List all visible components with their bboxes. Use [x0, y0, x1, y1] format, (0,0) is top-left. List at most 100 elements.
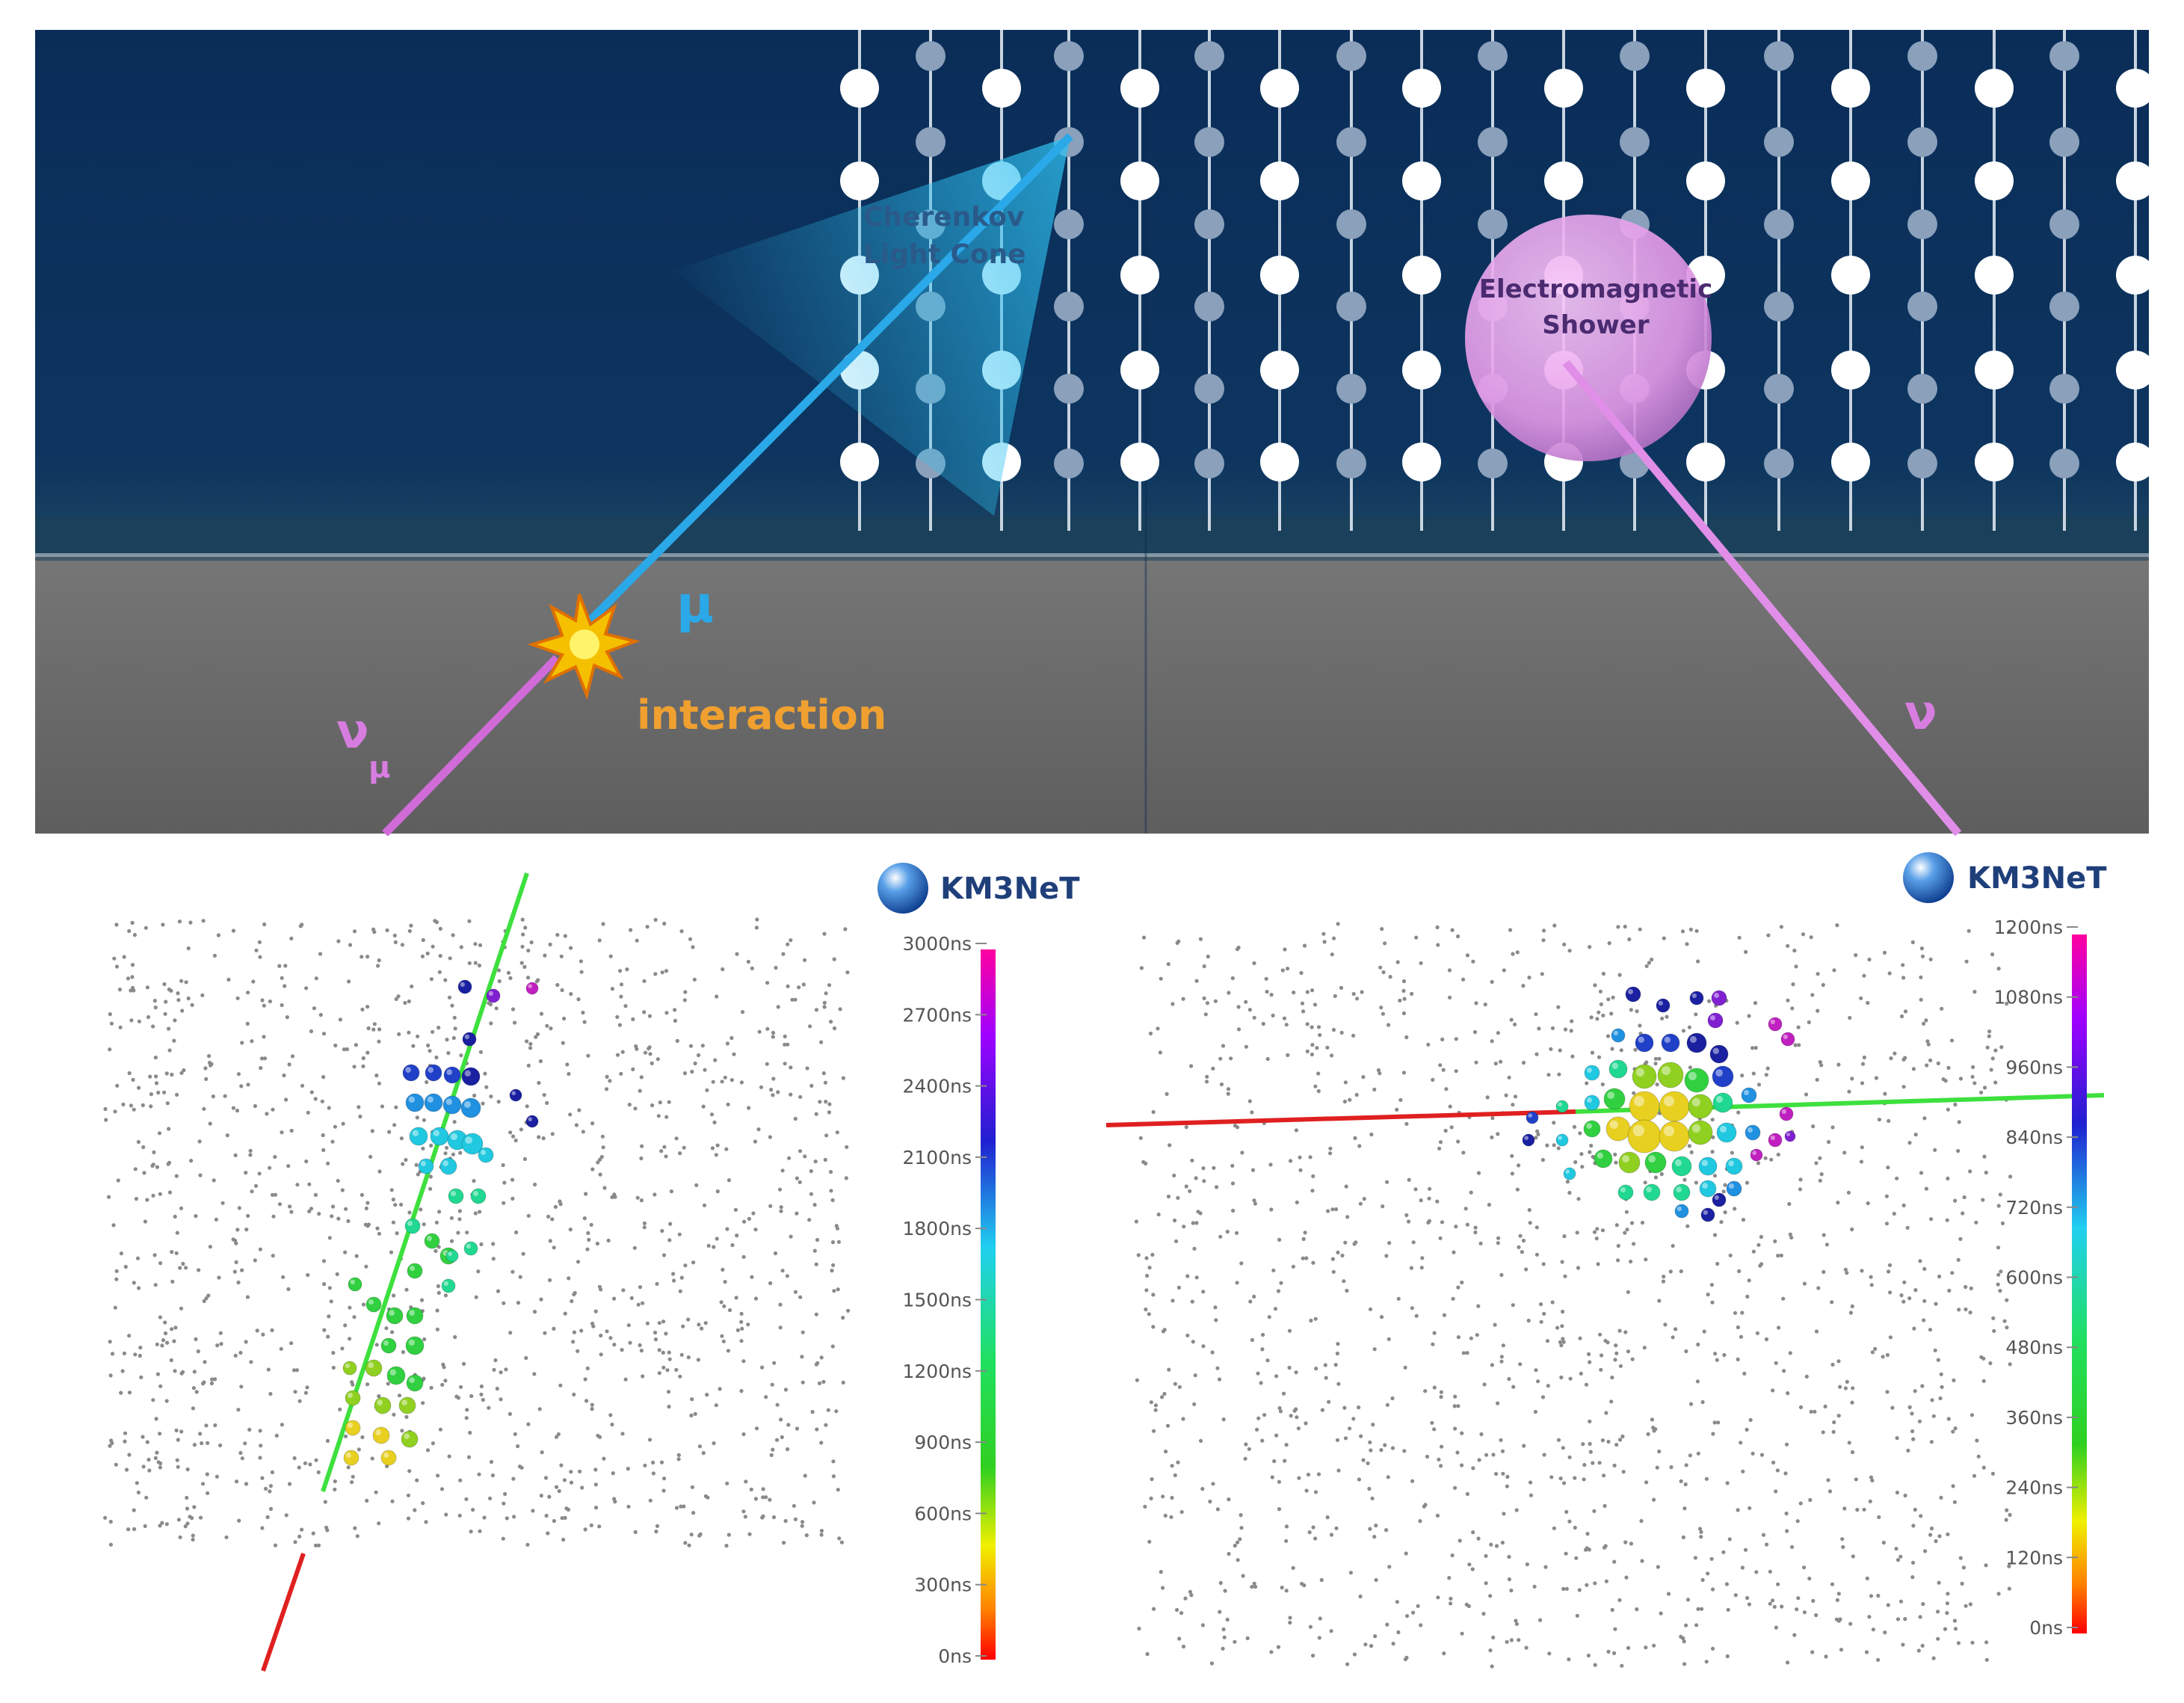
dom-dot — [1509, 1588, 1514, 1593]
dom-dot — [1447, 1576, 1452, 1580]
left-logo-text: KM3NeT — [940, 872, 1080, 906]
dom-dot — [449, 1239, 454, 1243]
dom-dot — [1336, 1250, 1340, 1254]
hit-highlight — [1587, 1097, 1592, 1103]
dom-dot — [141, 1465, 146, 1469]
dom-dot — [750, 1275, 754, 1279]
dom-dot — [800, 1524, 804, 1528]
dom-dot — [254, 948, 259, 952]
dom-dot — [1248, 1299, 1253, 1304]
dom-dot — [533, 1182, 537, 1187]
dom-dot — [1798, 1501, 1803, 1506]
dom-dot — [120, 1369, 125, 1373]
dom-dot — [1218, 1056, 1223, 1061]
dom-dot — [1901, 1057, 1906, 1062]
dom-dot — [725, 1481, 729, 1485]
dom-dot — [1957, 1308, 1961, 1312]
dom-dot — [322, 1328, 327, 1332]
dom-dot — [1465, 1351, 1469, 1355]
dom-dot — [1274, 1374, 1279, 1379]
dom-dot — [134, 1197, 138, 1201]
dom-dot — [478, 943, 483, 947]
dom-dot — [1614, 1223, 1619, 1228]
dom-dot — [1557, 1072, 1561, 1077]
dom-dot — [156, 1460, 161, 1465]
dom-dot — [664, 969, 669, 973]
dom-dot — [1559, 1375, 1564, 1380]
dom-dot — [687, 1543, 691, 1548]
dom-dot — [214, 1217, 218, 1222]
dom-dot — [295, 1183, 300, 1187]
dom-dot — [1906, 1448, 1910, 1453]
dom-dot — [661, 1488, 666, 1493]
dom-dot — [1901, 1299, 1906, 1304]
dom-dot — [503, 1491, 508, 1496]
dom-dot — [1754, 1570, 1759, 1574]
dom-dot — [1798, 1187, 1803, 1192]
dom-dot — [443, 1293, 448, 1298]
dom-dot — [458, 1151, 463, 1155]
dom-dot — [1793, 1043, 1798, 1047]
dom-dot — [164, 1399, 169, 1403]
dom-dot — [1484, 1581, 1488, 1586]
dom-dot — [724, 1147, 729, 1151]
dom-dot — [1550, 1300, 1555, 1305]
dom-dot — [429, 977, 434, 982]
dom-dot — [1815, 1077, 1819, 1082]
optical-module — [1764, 127, 1794, 157]
dom-dot — [560, 988, 564, 993]
dom-dot — [1704, 1660, 1709, 1664]
hit-highlight — [408, 1096, 415, 1103]
dom-dot — [1385, 1180, 1389, 1184]
dom-dot — [1194, 1221, 1199, 1225]
dom-dot — [1284, 1524, 1289, 1529]
dom-dot — [422, 1337, 427, 1342]
dom-dot — [180, 1370, 185, 1374]
hit-sphere — [1657, 1062, 1684, 1088]
optical-module — [1764, 449, 1794, 478]
dom-dot — [148, 1074, 152, 1079]
dom-dot — [612, 1497, 617, 1501]
dom-dot — [1756, 1161, 1761, 1165]
dom-dot — [1243, 1456, 1247, 1461]
dom-dot — [1326, 1209, 1330, 1213]
dom-dot — [255, 1328, 259, 1333]
dom-dot — [1901, 963, 1905, 967]
dom-dot — [262, 1003, 266, 1008]
dom-dot — [1937, 1534, 1942, 1539]
dom-dot — [1964, 1604, 1968, 1608]
dom-dot — [280, 1423, 284, 1427]
dom-dot — [1765, 1542, 1769, 1547]
dom-dot — [1869, 1283, 1874, 1287]
dom-dot — [1324, 1376, 1328, 1380]
dom-dot — [528, 1041, 533, 1046]
dom-dot — [814, 1008, 818, 1012]
dom-dot — [1953, 1426, 1958, 1431]
dom-dot — [163, 1011, 167, 1016]
dom-dot — [1827, 1489, 1833, 1494]
dom-dot — [1425, 1454, 1430, 1459]
dom-dot — [655, 1524, 660, 1528]
dom-dot — [834, 1409, 839, 1414]
colorbar-tick-label: 480ns — [2005, 1337, 2063, 1358]
dom-dot — [1621, 1470, 1626, 1474]
dom-dot — [406, 1516, 411, 1521]
dom-dot — [1482, 1382, 1487, 1387]
dom-dot — [497, 979, 502, 984]
dom-dot — [401, 1350, 406, 1355]
dom-dot — [1494, 1544, 1499, 1548]
dom-dot — [1227, 991, 1231, 995]
dom-dot — [488, 1496, 493, 1500]
dom-dot — [679, 1352, 684, 1357]
dom-dot — [1561, 1446, 1565, 1450]
dom-dot — [1652, 1643, 1656, 1648]
hit-sphere — [1700, 1207, 1715, 1222]
dom-dot — [1510, 1154, 1514, 1158]
dom-dot — [341, 1121, 345, 1126]
dom-dot — [347, 979, 351, 984]
dom-dot — [546, 1214, 551, 1219]
dom-dot — [1923, 1549, 1928, 1553]
dom-dot — [208, 1121, 212, 1126]
dom-dot — [552, 1518, 557, 1524]
dom-dot — [711, 1080, 715, 1084]
